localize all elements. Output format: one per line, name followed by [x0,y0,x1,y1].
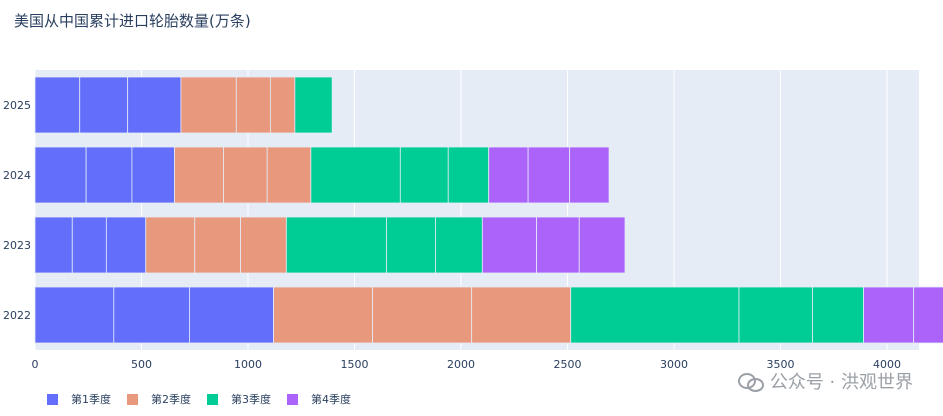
bar-segment[interactable] [488,146,529,204]
legend-swatch[interactable] [47,394,58,405]
legend[interactable]: 第1季度 第2季度 第3季度 第4季度 [47,392,351,406]
bar-segment[interactable] [174,146,224,204]
bar-segment[interactable] [194,216,241,274]
x-tick-label: 2500 [554,358,582,371]
legend-label[interactable]: 第2季度 [151,392,191,406]
x-axis-ticks: 0 500 1000 1500 2000 2500 3000 3500 4000 [32,358,902,371]
x-tick-label: 3000 [660,358,688,371]
legend-label[interactable]: 第1季度 [71,392,111,406]
bar-segment[interactable] [913,286,943,344]
bar-segment[interactable] [578,216,626,274]
legend-label[interactable]: 第3季度 [231,392,271,406]
legend-swatch[interactable] [287,394,298,405]
bar-segment[interactable] [105,216,147,274]
legend-swatch[interactable] [207,394,218,405]
bar-segment[interactable] [189,286,274,344]
watermark: 公众号 · 洪观世界 [737,368,913,394]
bar-segment[interactable] [447,146,490,204]
bar-segment[interactable] [285,216,387,274]
bar-segment[interactable] [266,146,312,204]
bar-segment[interactable] [738,286,813,344]
watermark-text: 公众号 · 洪观世界 [769,372,913,393]
bar-segment[interactable] [180,76,237,134]
bar-segment[interactable] [240,216,287,274]
bar-segment[interactable] [71,216,107,274]
bar-segment[interactable] [127,76,182,134]
bar-segment[interactable] [863,286,915,344]
bar-segment[interactable] [34,146,87,204]
x-tick-label: 3500 [767,358,795,371]
bar-segment[interactable] [294,76,333,134]
bar-segment[interactable] [386,216,436,274]
bar-segment[interactable] [569,146,610,204]
bar-segment[interactable] [131,146,175,204]
bar-segment[interactable] [570,286,740,344]
x-tick-label: 1000 [234,358,262,371]
bar-segment[interactable] [536,216,580,274]
x-tick-label: 1500 [341,358,369,371]
bar-segment[interactable] [34,286,115,344]
bar-segment[interactable] [113,286,190,344]
bar-segment[interactable] [435,216,483,274]
bar-segment[interactable] [399,146,449,204]
x-tick-label: 500 [131,358,152,371]
legend-swatch[interactable] [127,394,138,405]
bar-segment[interactable] [372,286,473,344]
bar-segment[interactable] [34,216,73,274]
bar-segment[interactable] [481,216,538,274]
legend-label[interactable]: 第4季度 [311,392,351,406]
y-tick-label: 2025 [3,99,31,112]
x-tick-label: 4000 [873,358,901,371]
y-tick-label: 2023 [3,239,31,252]
bars [34,76,943,344]
bar-segment[interactable] [812,286,865,344]
bar-segment[interactable] [471,286,572,344]
bar-segment[interactable] [269,76,296,134]
bar-segment[interactable] [79,76,129,134]
bar-segment[interactable] [527,146,571,204]
bar-segment[interactable] [223,146,268,204]
bar-segment[interactable] [145,216,196,274]
x-tick-label: 2000 [447,358,475,371]
y-tick-label: 2024 [3,169,31,182]
chart-title: 美国从中国累计进口轮胎数量(万条) [14,12,251,30]
wechat-icon [737,371,764,392]
bar-segment[interactable] [273,286,374,344]
bar-segment[interactable] [85,146,133,204]
bar-segment[interactable] [34,76,81,134]
bar-segment[interactable] [310,146,401,204]
bar-segment[interactable] [235,76,271,134]
x-tick-label: 0 [32,358,39,371]
y-axis-ticks: 2022 2023 2024 2025 [3,99,31,322]
y-tick-label: 2022 [3,309,31,322]
